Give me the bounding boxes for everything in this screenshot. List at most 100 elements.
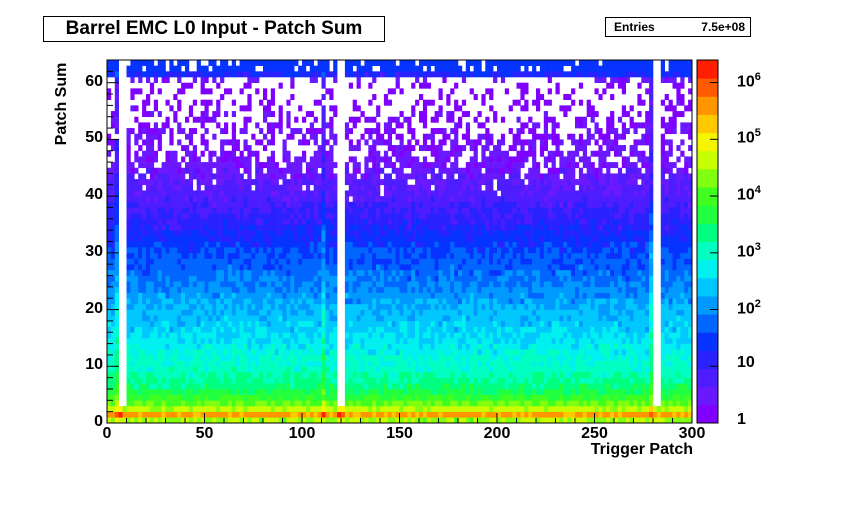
heatmap-cell: [146, 411, 151, 418]
heatmap-cell: [165, 201, 170, 208]
heatmap-cell: [270, 167, 275, 174]
heatmap-cell: [356, 190, 361, 197]
heatmap-cell: [181, 320, 186, 327]
heatmap-cell: [255, 167, 260, 174]
heatmap-cell: [380, 366, 385, 373]
heatmap-cell: [415, 173, 420, 180]
heatmap-cell: [469, 281, 474, 288]
heatmap-cell: [290, 354, 295, 361]
heatmap-cell: [181, 337, 186, 344]
heatmap-cell: [157, 269, 162, 276]
heatmap-cell: [372, 326, 377, 333]
heatmap-cell: [200, 150, 205, 157]
heatmap-cell: [196, 247, 201, 254]
heatmap-cell: [212, 411, 217, 418]
heatmap-cell: [235, 366, 240, 373]
heatmap-cell: [274, 388, 279, 395]
heatmap-cell: [313, 377, 318, 384]
heatmap-cell: [146, 366, 151, 373]
heatmap-cell: [196, 303, 201, 310]
heatmap-cell: [356, 292, 361, 299]
heatmap-cell: [422, 111, 428, 118]
heatmap-cell: [224, 224, 229, 231]
heatmap-cell: [188, 247, 194, 254]
heatmap-cell: [481, 417, 486, 424]
heatmap-cell: [185, 179, 190, 186]
heatmap-cell: [157, 224, 162, 231]
heatmap-cell: [270, 156, 275, 163]
heatmap-cell: [356, 320, 361, 327]
heatmap-cell: [231, 275, 236, 282]
heatmap-cell: [360, 303, 365, 310]
heatmap-cell: [255, 264, 260, 271]
heatmap-cell: [387, 224, 392, 231]
heatmap-cell: [419, 377, 424, 384]
heatmap-cell: [185, 201, 190, 208]
heatmap-cell: [263, 371, 268, 378]
heatmap-cell: [251, 411, 256, 418]
heatmap-cell: [450, 309, 455, 316]
heatmap-cell: [185, 315, 190, 322]
heatmap-cell: [442, 128, 447, 135]
heatmap-cell: [126, 264, 131, 271]
heatmap-cell: [372, 247, 377, 254]
heatmap-cell: [426, 326, 431, 333]
heatmap-cell: [251, 196, 256, 203]
heatmap-cell: [356, 371, 361, 378]
heatmap-cell: [391, 241, 396, 248]
heatmap-cell: [302, 337, 307, 344]
heatmap-cell: [391, 196, 396, 203]
heatmap-cell: [426, 213, 431, 220]
heatmap-cell: [372, 303, 377, 310]
heatmap-cell: [243, 383, 248, 390]
heatmap-cell: [220, 383, 225, 390]
heatmap-cell: [243, 122, 248, 129]
heatmap-cell: [309, 417, 314, 424]
heatmap-cell: [216, 349, 221, 356]
heatmap-cell: [317, 241, 322, 248]
heatmap-cell: [142, 281, 147, 288]
heatmap-cell: [477, 201, 482, 208]
heatmap-cell: [333, 326, 338, 333]
heatmap-cell: [208, 179, 213, 186]
heatmap-cell: [372, 309, 377, 316]
heatmap-cell: [352, 156, 357, 163]
heatmap-cell: [177, 99, 182, 106]
heatmap-cell: [356, 286, 361, 293]
heatmap-cell: [360, 218, 365, 225]
heatmap-cell: [313, 65, 318, 72]
heatmap-cell: [376, 377, 381, 384]
heatmap-cell: [391, 281, 396, 288]
heatmap-cell: [321, 207, 326, 214]
heatmap-cell: [337, 405, 342, 412]
heatmap-cell: [419, 371, 424, 378]
heatmap-cell: [380, 252, 385, 259]
heatmap-cell: [302, 343, 307, 350]
heatmap-cell: [348, 377, 353, 384]
heatmap-cell: [426, 383, 431, 390]
heatmap-cell: [165, 360, 170, 367]
heatmap-cell: [153, 230, 158, 237]
heatmap-cell: [196, 116, 201, 123]
heatmap-cell: [344, 371, 350, 378]
heatmap-cell: [360, 309, 365, 316]
heatmap-cell: [294, 275, 299, 282]
heatmap-cell: [157, 184, 162, 191]
heatmap-cell: [450, 383, 455, 390]
heatmap-cell: [344, 133, 350, 140]
heatmap-cell: [200, 88, 205, 95]
heatmap-cell: [177, 162, 182, 169]
heatmap-cell: [469, 354, 474, 361]
heatmap-cell: [251, 179, 256, 186]
heatmap-cell: [383, 247, 389, 254]
heatmap-cell: [208, 371, 213, 378]
heatmap-cell: [169, 184, 174, 191]
heatmap-cell: [450, 190, 455, 197]
heatmap-cell: [387, 411, 392, 418]
heatmap-cell: [372, 139, 377, 146]
heatmap-cell: [208, 190, 213, 197]
heatmap-cell: [216, 417, 221, 424]
heatmap-cell: [142, 326, 147, 333]
heatmap-cell: [165, 241, 170, 248]
heatmap-cell: [458, 247, 463, 254]
